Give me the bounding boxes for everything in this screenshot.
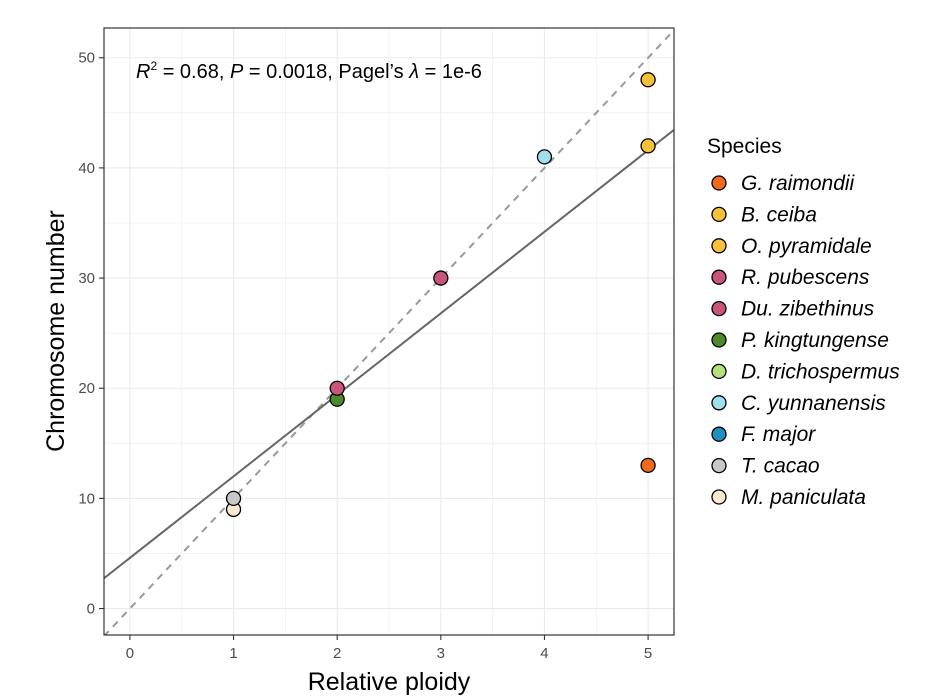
legend-label: R. pubescens <box>741 266 870 289</box>
x-tick-label: 5 <box>644 645 652 662</box>
point-du-zibethinus <box>433 270 449 286</box>
point-r-pubescens <box>329 380 345 396</box>
x-tick-label: 4 <box>540 645 548 662</box>
legend-label: M. paniculata <box>741 486 866 509</box>
y-axis: 0 10 20 30 40 50 <box>78 50 104 618</box>
legend-label: B. ceiba <box>741 203 817 226</box>
legend-key <box>711 206 727 223</box>
y-tick-label: 10 <box>78 490 95 507</box>
legend-label: T. cacao <box>741 455 820 478</box>
y-tick-label: 40 <box>78 160 95 177</box>
reference-line-dashed <box>104 29 674 635</box>
legend-key <box>711 395 727 411</box>
x-tick-label: 0 <box>126 645 134 662</box>
x-axis: 0 1 2 3 4 5 <box>126 635 652 662</box>
p-value: = 0.0018, Pagel’s <box>243 61 409 83</box>
point-o-pyramidale <box>640 138 656 154</box>
point-b-ceiba <box>640 72 656 88</box>
data-points <box>225 72 656 518</box>
legend-label: D. trichospermus <box>741 360 900 383</box>
legend-key <box>711 426 727 442</box>
r2-superscript: 2 <box>150 59 157 73</box>
y-tick-label: 0 <box>87 601 95 618</box>
y-tick-label: 50 <box>78 50 95 67</box>
legend-label: P. kingtungense <box>741 329 889 352</box>
legend-key <box>711 457 727 474</box>
legend-label: G. raimondii <box>741 172 856 195</box>
plot-panel <box>103 27 675 636</box>
legend-label: F. major <box>741 423 816 446</box>
legend-title: Species <box>707 135 782 158</box>
x-tick-label: 1 <box>229 645 237 662</box>
legend-label: Du. zibethinus <box>741 298 875 321</box>
legend-key <box>711 489 727 505</box>
y-tick-label: 20 <box>78 380 95 397</box>
plot-border <box>103 27 675 636</box>
lambda-label: λ <box>408 61 419 83</box>
legend: Species G. raimondii B. ceiba O. pyramidal… <box>707 135 900 509</box>
grid-lines <box>104 28 674 635</box>
legend-key <box>711 300 727 317</box>
x-tick-label: 3 <box>437 645 445 662</box>
r2-label: R <box>136 61 150 83</box>
x-axis-title: Relative ploidy <box>308 668 471 696</box>
point-t-cacao <box>225 490 242 507</box>
legend-key <box>711 363 727 380</box>
p-label: P <box>230 61 244 83</box>
legend-key <box>711 175 727 191</box>
point-g-raimondii <box>640 457 656 473</box>
legend-label: O. pyramidale <box>741 235 872 258</box>
legend-key <box>711 269 727 285</box>
regression-fit-line <box>104 129 674 580</box>
fit-statistics-annotation: R2 = 0.68, P = 0.0018, Pagel’s λ = 1e-6 <box>136 59 482 83</box>
legend-key <box>711 238 727 254</box>
r2-value: = 0.68, <box>157 61 230 83</box>
lambda-value: = 1e-6 <box>419 61 482 83</box>
y-tick-label: 30 <box>78 270 95 287</box>
legend-key <box>711 332 727 348</box>
x-tick-label: 2 <box>333 645 341 662</box>
legend-label: C. yunnanensis <box>741 392 886 415</box>
y-axis-title: Chromosome number <box>42 210 70 452</box>
legend-items: G. raimondii B. ceiba O. pyramidale R. pube… <box>711 172 900 509</box>
point-c-yunnanensis <box>536 149 553 165</box>
